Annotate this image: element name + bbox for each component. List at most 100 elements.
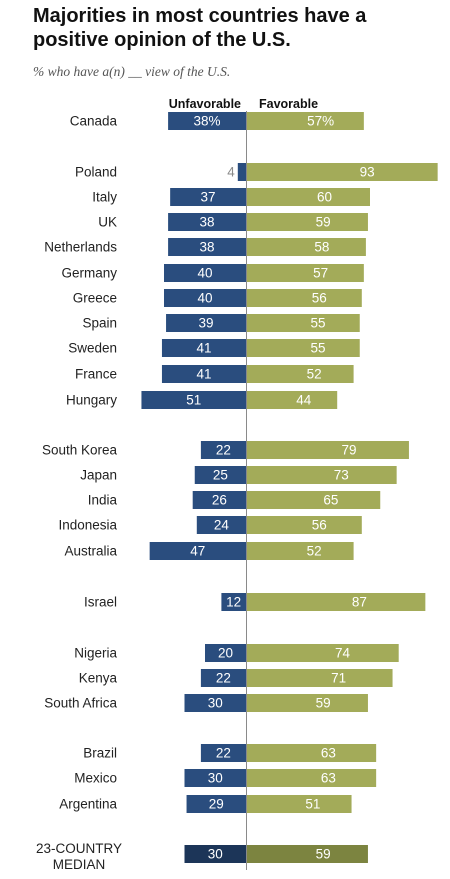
value-label-unfavorable: 38% xyxy=(194,114,221,129)
category-label: Argentina xyxy=(59,797,117,812)
bar-favorable xyxy=(247,365,354,383)
value-label-unfavorable: 30 xyxy=(208,771,223,786)
category-label: Israel xyxy=(84,595,117,610)
bar-unfavorable xyxy=(221,593,246,611)
bar-unfavorable xyxy=(184,845,246,863)
category-label: Mexico xyxy=(74,771,117,786)
bar-favorable xyxy=(247,669,393,687)
bar-favorable xyxy=(247,795,352,813)
legend-favorable: Favorable xyxy=(259,97,318,111)
category-label: 23-COUNTRY MEDIAN xyxy=(36,841,122,872)
bar-favorable xyxy=(247,744,377,762)
bar-favorable xyxy=(247,391,338,409)
bar-favorable xyxy=(247,466,397,484)
value-label-unfavorable: 24 xyxy=(214,518,230,533)
value-label-favorable: 71 xyxy=(331,671,346,686)
bar-unfavorable xyxy=(194,466,246,484)
value-label-favorable: 58 xyxy=(314,240,329,255)
category-label: Hungary xyxy=(66,393,117,408)
value-label-unfavorable: 12 xyxy=(226,595,241,610)
category-label: Kenya xyxy=(79,671,118,686)
category-label: France xyxy=(75,367,117,382)
bar-unfavorable xyxy=(184,769,246,787)
value-label-unfavorable: 30 xyxy=(208,847,223,862)
category-label: India xyxy=(88,493,118,508)
value-label-favorable: 44 xyxy=(296,393,312,408)
bar-favorable xyxy=(247,314,360,332)
value-label-unfavorable: 37 xyxy=(201,190,216,205)
category-label: UK xyxy=(98,215,117,230)
category-label: Brazil xyxy=(83,746,117,761)
value-label-favorable: 93 xyxy=(360,165,375,180)
bar-favorable xyxy=(247,238,366,256)
value-label-unfavorable: 38 xyxy=(200,215,215,230)
category-label: Poland xyxy=(75,165,117,180)
category-label: South Africa xyxy=(44,696,117,711)
value-label-favorable: 59 xyxy=(316,847,331,862)
bar-favorable xyxy=(247,289,362,307)
bar-unfavorable xyxy=(161,365,246,383)
value-label-favorable: 79 xyxy=(342,443,357,458)
bar-favorable xyxy=(247,339,360,357)
value-label-unfavorable: 26 xyxy=(212,493,227,508)
bar-unfavorable xyxy=(164,289,246,307)
legend-unfavorable: Unfavorable xyxy=(169,97,241,111)
value-label-unfavorable: 4 xyxy=(227,165,235,180)
bar-unfavorable xyxy=(184,694,246,712)
value-label-favorable: 59 xyxy=(316,215,331,230)
category-label: Japan xyxy=(80,468,117,483)
category-label: Netherlands xyxy=(44,240,117,255)
category-label: Canada xyxy=(70,114,118,129)
bar-unfavorable xyxy=(200,669,246,687)
bar-favorable xyxy=(247,188,370,206)
value-label-favorable: 56 xyxy=(312,291,327,306)
chart-subtitle: % who have a(n) __ view of the U.S. xyxy=(33,64,231,79)
bar-unfavorable xyxy=(186,795,246,813)
value-label-favorable: 74 xyxy=(335,646,351,661)
value-label-unfavorable: 41 xyxy=(196,341,211,356)
value-label-favorable: 73 xyxy=(334,468,349,483)
bar-unfavorable xyxy=(196,516,246,534)
value-label-unfavorable: 40 xyxy=(197,266,212,281)
bar-unfavorable xyxy=(166,314,246,332)
bar-unfavorable xyxy=(200,441,246,459)
value-label-unfavorable: 29 xyxy=(209,797,224,812)
bar-favorable xyxy=(247,112,364,130)
value-label-favorable: 57 xyxy=(313,266,328,281)
value-label-favorable: 63 xyxy=(321,771,336,786)
bar-favorable xyxy=(247,593,426,611)
value-label-unfavorable: 22 xyxy=(216,746,231,761)
value-label-favorable: 65 xyxy=(323,493,338,508)
bar-unfavorable xyxy=(168,238,246,256)
value-label-favorable: 56 xyxy=(312,518,327,533)
value-label-favorable: 60 xyxy=(317,190,332,205)
bar-unfavorable xyxy=(164,264,246,282)
value-label-favorable: 59 xyxy=(316,696,331,711)
bar-unfavorable xyxy=(192,491,246,509)
value-label-unfavorable: 38 xyxy=(200,240,215,255)
bar-unfavorable xyxy=(237,163,246,181)
chart-title: Majorities in most countries have a posi… xyxy=(33,5,367,51)
bar-favorable xyxy=(247,845,368,863)
value-label-unfavorable: 39 xyxy=(199,316,214,331)
value-label-unfavorable: 47 xyxy=(190,544,205,559)
bar-favorable xyxy=(247,694,368,712)
bar-favorable xyxy=(247,769,377,787)
bar-favorable xyxy=(247,516,362,534)
category-label: Italy xyxy=(92,190,117,205)
category-label: Indonesia xyxy=(58,518,117,533)
value-label-unfavorable: 51 xyxy=(186,393,201,408)
bar-favorable xyxy=(247,441,409,459)
category-label: Germany xyxy=(61,266,117,281)
category-label: South Korea xyxy=(42,443,118,458)
value-label-unfavorable: 22 xyxy=(216,671,231,686)
value-label-unfavorable: 40 xyxy=(197,291,212,306)
value-label-favorable: 55 xyxy=(311,316,326,331)
category-label: Nigeria xyxy=(74,646,117,661)
value-label-favorable: 57% xyxy=(307,114,334,129)
value-label-unfavorable: 30 xyxy=(208,696,223,711)
value-label-unfavorable: 41 xyxy=(196,367,211,382)
value-label-unfavorable: 22 xyxy=(216,443,231,458)
value-label-favorable: 52 xyxy=(307,367,322,382)
bar-favorable xyxy=(247,163,438,181)
